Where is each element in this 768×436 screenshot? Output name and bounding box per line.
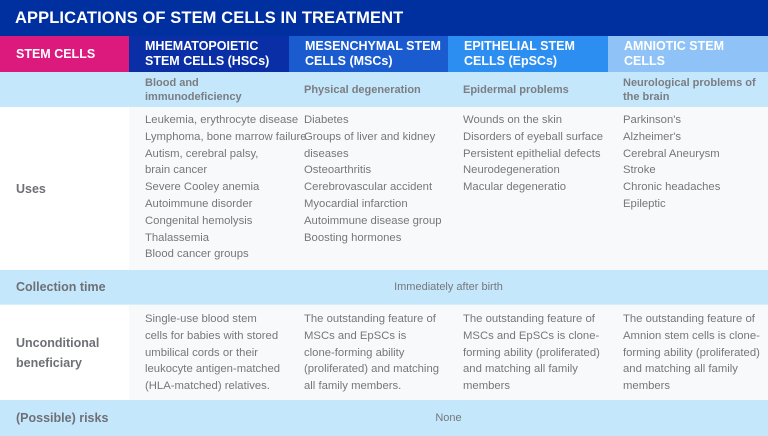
list-item: Congenital hemolysis bbox=[145, 214, 253, 227]
list-item: Severe Cooley anemia bbox=[145, 181, 260, 194]
list-item: Neurodegeneration bbox=[463, 164, 560, 177]
collection-time-row: Collection time Immediately after birth bbox=[0, 270, 768, 304]
list-item: Thalassemia bbox=[145, 231, 210, 244]
header-hsc: MHEMATOPOIETIC STEM CELLS (HSCs) bbox=[129, 36, 289, 72]
beneficiary-hsc: Single-use blood stem cells for babies w… bbox=[145, 313, 281, 393]
list-item: Autoimmune disorder bbox=[145, 197, 253, 210]
list-item: brain cancer bbox=[145, 164, 208, 177]
beneficiary-epsc: The outstanding feature of MSCs and EpSC… bbox=[463, 313, 600, 393]
list-item: Persistent epithelial defects bbox=[463, 147, 601, 160]
collection-time-label: Collection time bbox=[16, 280, 106, 294]
uses-epsc: Wounds on the skin Disorders of eyeball s… bbox=[448, 107, 608, 270]
list-item: Groups of liver and kidney bbox=[304, 130, 436, 143]
list-item: Lymphoma, bone marrow failure bbox=[145, 130, 307, 143]
category-hsc: Blood and immunodeficiency bbox=[145, 76, 242, 103]
risks-value: None bbox=[435, 412, 462, 424]
header-amniotic: AMNIOTIC STEM CELLS bbox=[608, 36, 768, 72]
header-stem-cells: STEM CELLS bbox=[0, 36, 129, 72]
list-item: Boosting hormones bbox=[304, 231, 402, 244]
list-item: Autoimmune disease group bbox=[304, 214, 442, 227]
list-item: Blood cancer groups bbox=[145, 248, 249, 261]
risks-label: (Possible) risks bbox=[16, 411, 109, 425]
list-item: Chronic headaches bbox=[623, 181, 721, 194]
uses-label: Uses bbox=[0, 107, 129, 270]
list-item: Cerebrovascular accident bbox=[304, 181, 433, 194]
category-row: Blood and immunodeficiency Physical dege… bbox=[0, 72, 768, 107]
risks-row: (Possible) risks None bbox=[0, 400, 768, 436]
uses-msc: Diabetes Groups of liver and kidney diseas… bbox=[289, 107, 448, 270]
list-item: Macular degeneratio bbox=[463, 181, 566, 194]
list-item: Alzheimer's bbox=[623, 130, 682, 143]
list-item: Autism, cerebral palsy, bbox=[145, 147, 259, 160]
unconditional-beneficiary-label: Unconditional beneficiary bbox=[16, 335, 100, 370]
list-item: Osteoarthritis bbox=[304, 164, 372, 177]
page-title: APPLICATIONS OF STEM CELLS IN TREATMENT bbox=[0, 0, 768, 36]
collection-time-value: Immediately after birth bbox=[394, 281, 503, 293]
uses-hsc: Leukemia, erythrocyte disease Lymphoma, b… bbox=[129, 107, 307, 270]
list-item: Wounds on the skin bbox=[463, 114, 563, 126]
unconditional-beneficiary-row: Unconditional beneficiary Single-use blo… bbox=[0, 304, 768, 401]
list-item: Disorders of eyeball surface bbox=[463, 130, 604, 143]
uses-row: Uses Leukemia, erythrocyte disease Lympho… bbox=[0, 107, 768, 270]
list-item: Cerebral Aneurysm bbox=[623, 147, 720, 160]
category-amniotic: Neurological problems of the brain bbox=[623, 76, 756, 103]
header-msc: MESENCHYMAL STEM CELLS (MSCs) bbox=[289, 36, 448, 72]
list-item: Stroke bbox=[623, 164, 656, 177]
category-epsc: Epidermal problems bbox=[463, 83, 569, 96]
list-item: Myocardial infarction bbox=[304, 197, 408, 210]
beneficiary-msc: The outstanding feature of MSCs and EpSC… bbox=[304, 313, 440, 393]
header-epsc: EPITHELIAL STEM CELLS (EpSCs) bbox=[448, 36, 608, 72]
category-msc: Physical degeneration bbox=[304, 83, 421, 96]
list-item: Epileptic bbox=[623, 197, 666, 210]
list-item: Diabetes bbox=[304, 114, 349, 126]
uses-amniotic: Parkinson's Alzheimer's Cerebral Aneurysm S… bbox=[608, 107, 768, 270]
beneficiary-amniotic: The outstanding feature of Amnion stem c… bbox=[623, 313, 760, 393]
list-item: Parkinson's bbox=[623, 114, 682, 126]
list-item: diseases bbox=[304, 147, 349, 160]
list-item: Leukemia, erythrocyte disease bbox=[145, 114, 299, 126]
